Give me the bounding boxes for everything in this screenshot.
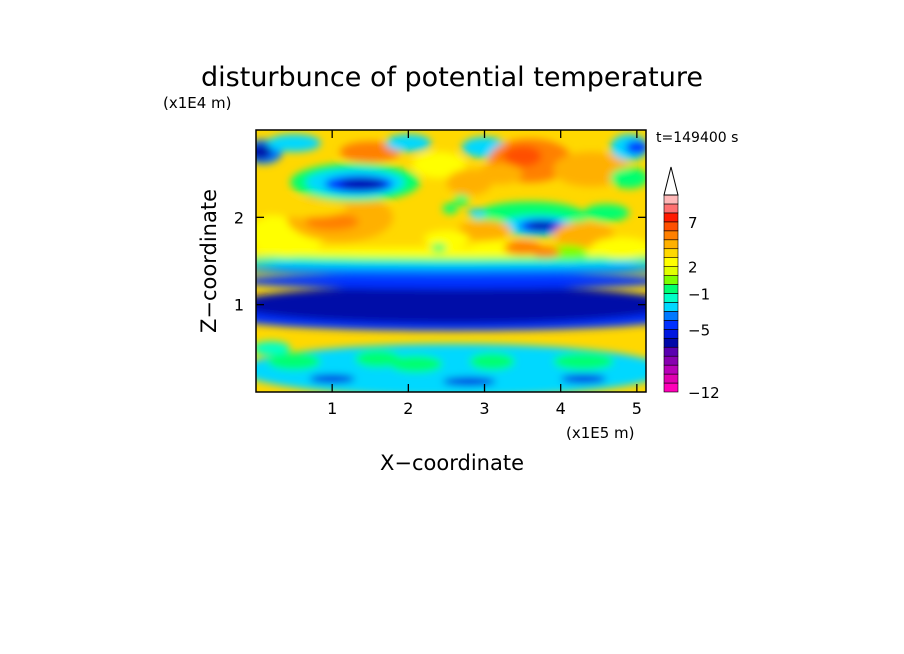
contour-region <box>423 230 470 248</box>
contour-region <box>560 374 607 384</box>
contour-region <box>446 169 493 196</box>
colorbar-swatch <box>663 266 679 276</box>
colorbar-swatch <box>663 346 679 357</box>
colorbar-swatch <box>663 194 679 205</box>
colorbar-swatch <box>663 293 679 303</box>
contour-region <box>412 151 466 179</box>
contour-region <box>355 350 401 368</box>
colorbar-swatch <box>663 311 679 321</box>
y-scale-label: (x1E4 m) <box>163 94 232 112</box>
colorbar-tick-label: −5 <box>688 321 710 339</box>
x-scale-label: (x1E5 m) <box>566 424 635 442</box>
contour-region <box>583 204 630 222</box>
colorbar-swatch <box>663 373 679 384</box>
contour-region <box>256 143 272 160</box>
contour-region <box>591 237 646 259</box>
contour-region <box>454 194 470 206</box>
contour-region <box>469 352 515 371</box>
contour-region <box>467 208 487 218</box>
colorbar-swatch <box>663 257 679 267</box>
plot-frame <box>255 129 647 393</box>
y-tick-label: 1 <box>234 296 244 315</box>
y-tick-label: 2 <box>234 208 244 227</box>
plot-area <box>256 130 646 392</box>
contour-region <box>385 134 432 152</box>
colorbar-tick-label: −1 <box>688 286 710 304</box>
x-tick-label: 2 <box>403 399 413 418</box>
contour-region <box>610 167 646 189</box>
colorbar-swatch <box>663 329 679 339</box>
time-label: t=149400 s <box>656 130 738 146</box>
colorbar-swatch <box>663 284 679 294</box>
contour-region <box>442 203 458 214</box>
y-axis-label: Z−coordinate <box>197 189 221 333</box>
contour-region <box>339 141 401 163</box>
colorbar-tick-label: 2 <box>688 259 698 277</box>
colorbar-swatch <box>663 364 679 375</box>
contour-region <box>442 377 496 386</box>
x-tick-label: 1 <box>327 399 337 418</box>
colorbar-swatch <box>663 221 679 232</box>
contour-region <box>256 273 646 289</box>
colorbar-swatch <box>663 203 679 214</box>
contour-region <box>389 355 443 373</box>
contour-region <box>527 221 556 231</box>
contour-region <box>267 134 321 152</box>
colorbar-swatch <box>663 320 679 330</box>
contour-region <box>256 343 646 392</box>
x-tick-label: 5 <box>632 399 642 418</box>
colorbar-extend-arrow <box>663 166 679 196</box>
contour-region <box>305 212 359 231</box>
colorbar-swatch <box>663 248 679 258</box>
chart-title: disturbunce of potential temperature <box>201 62 703 93</box>
contour-region <box>553 352 615 371</box>
colorbar-swatch <box>663 302 679 312</box>
colorbar-swatch <box>663 212 679 223</box>
colorbar-swatch <box>663 275 679 285</box>
contour-region <box>549 245 588 260</box>
x-tick-label: 3 <box>479 399 489 418</box>
contour-region <box>267 352 321 371</box>
colorbar-swatch <box>663 230 679 241</box>
contour-region <box>256 199 348 218</box>
colorbar-swatch <box>663 355 679 366</box>
colorbar-swatch <box>663 337 679 348</box>
contour-region <box>309 374 356 384</box>
colorbar: −12−5−127 <box>663 166 720 402</box>
contour-region <box>256 341 291 356</box>
colorbar-swatch <box>663 382 679 393</box>
contour-region <box>457 219 512 241</box>
colorbar-tick-label: 7 <box>688 214 698 232</box>
contour-region <box>503 145 542 167</box>
colorbar-tick-label: −12 <box>688 384 720 402</box>
contour-region <box>339 178 386 190</box>
colorbar-swatch <box>663 239 679 250</box>
x-tick-label: 4 <box>556 399 566 418</box>
contour-region <box>530 247 561 258</box>
x-axis-label: X−coordinate <box>380 451 524 475</box>
contour-region <box>256 285 646 324</box>
contour-region <box>431 243 447 253</box>
contour-region <box>625 140 646 155</box>
